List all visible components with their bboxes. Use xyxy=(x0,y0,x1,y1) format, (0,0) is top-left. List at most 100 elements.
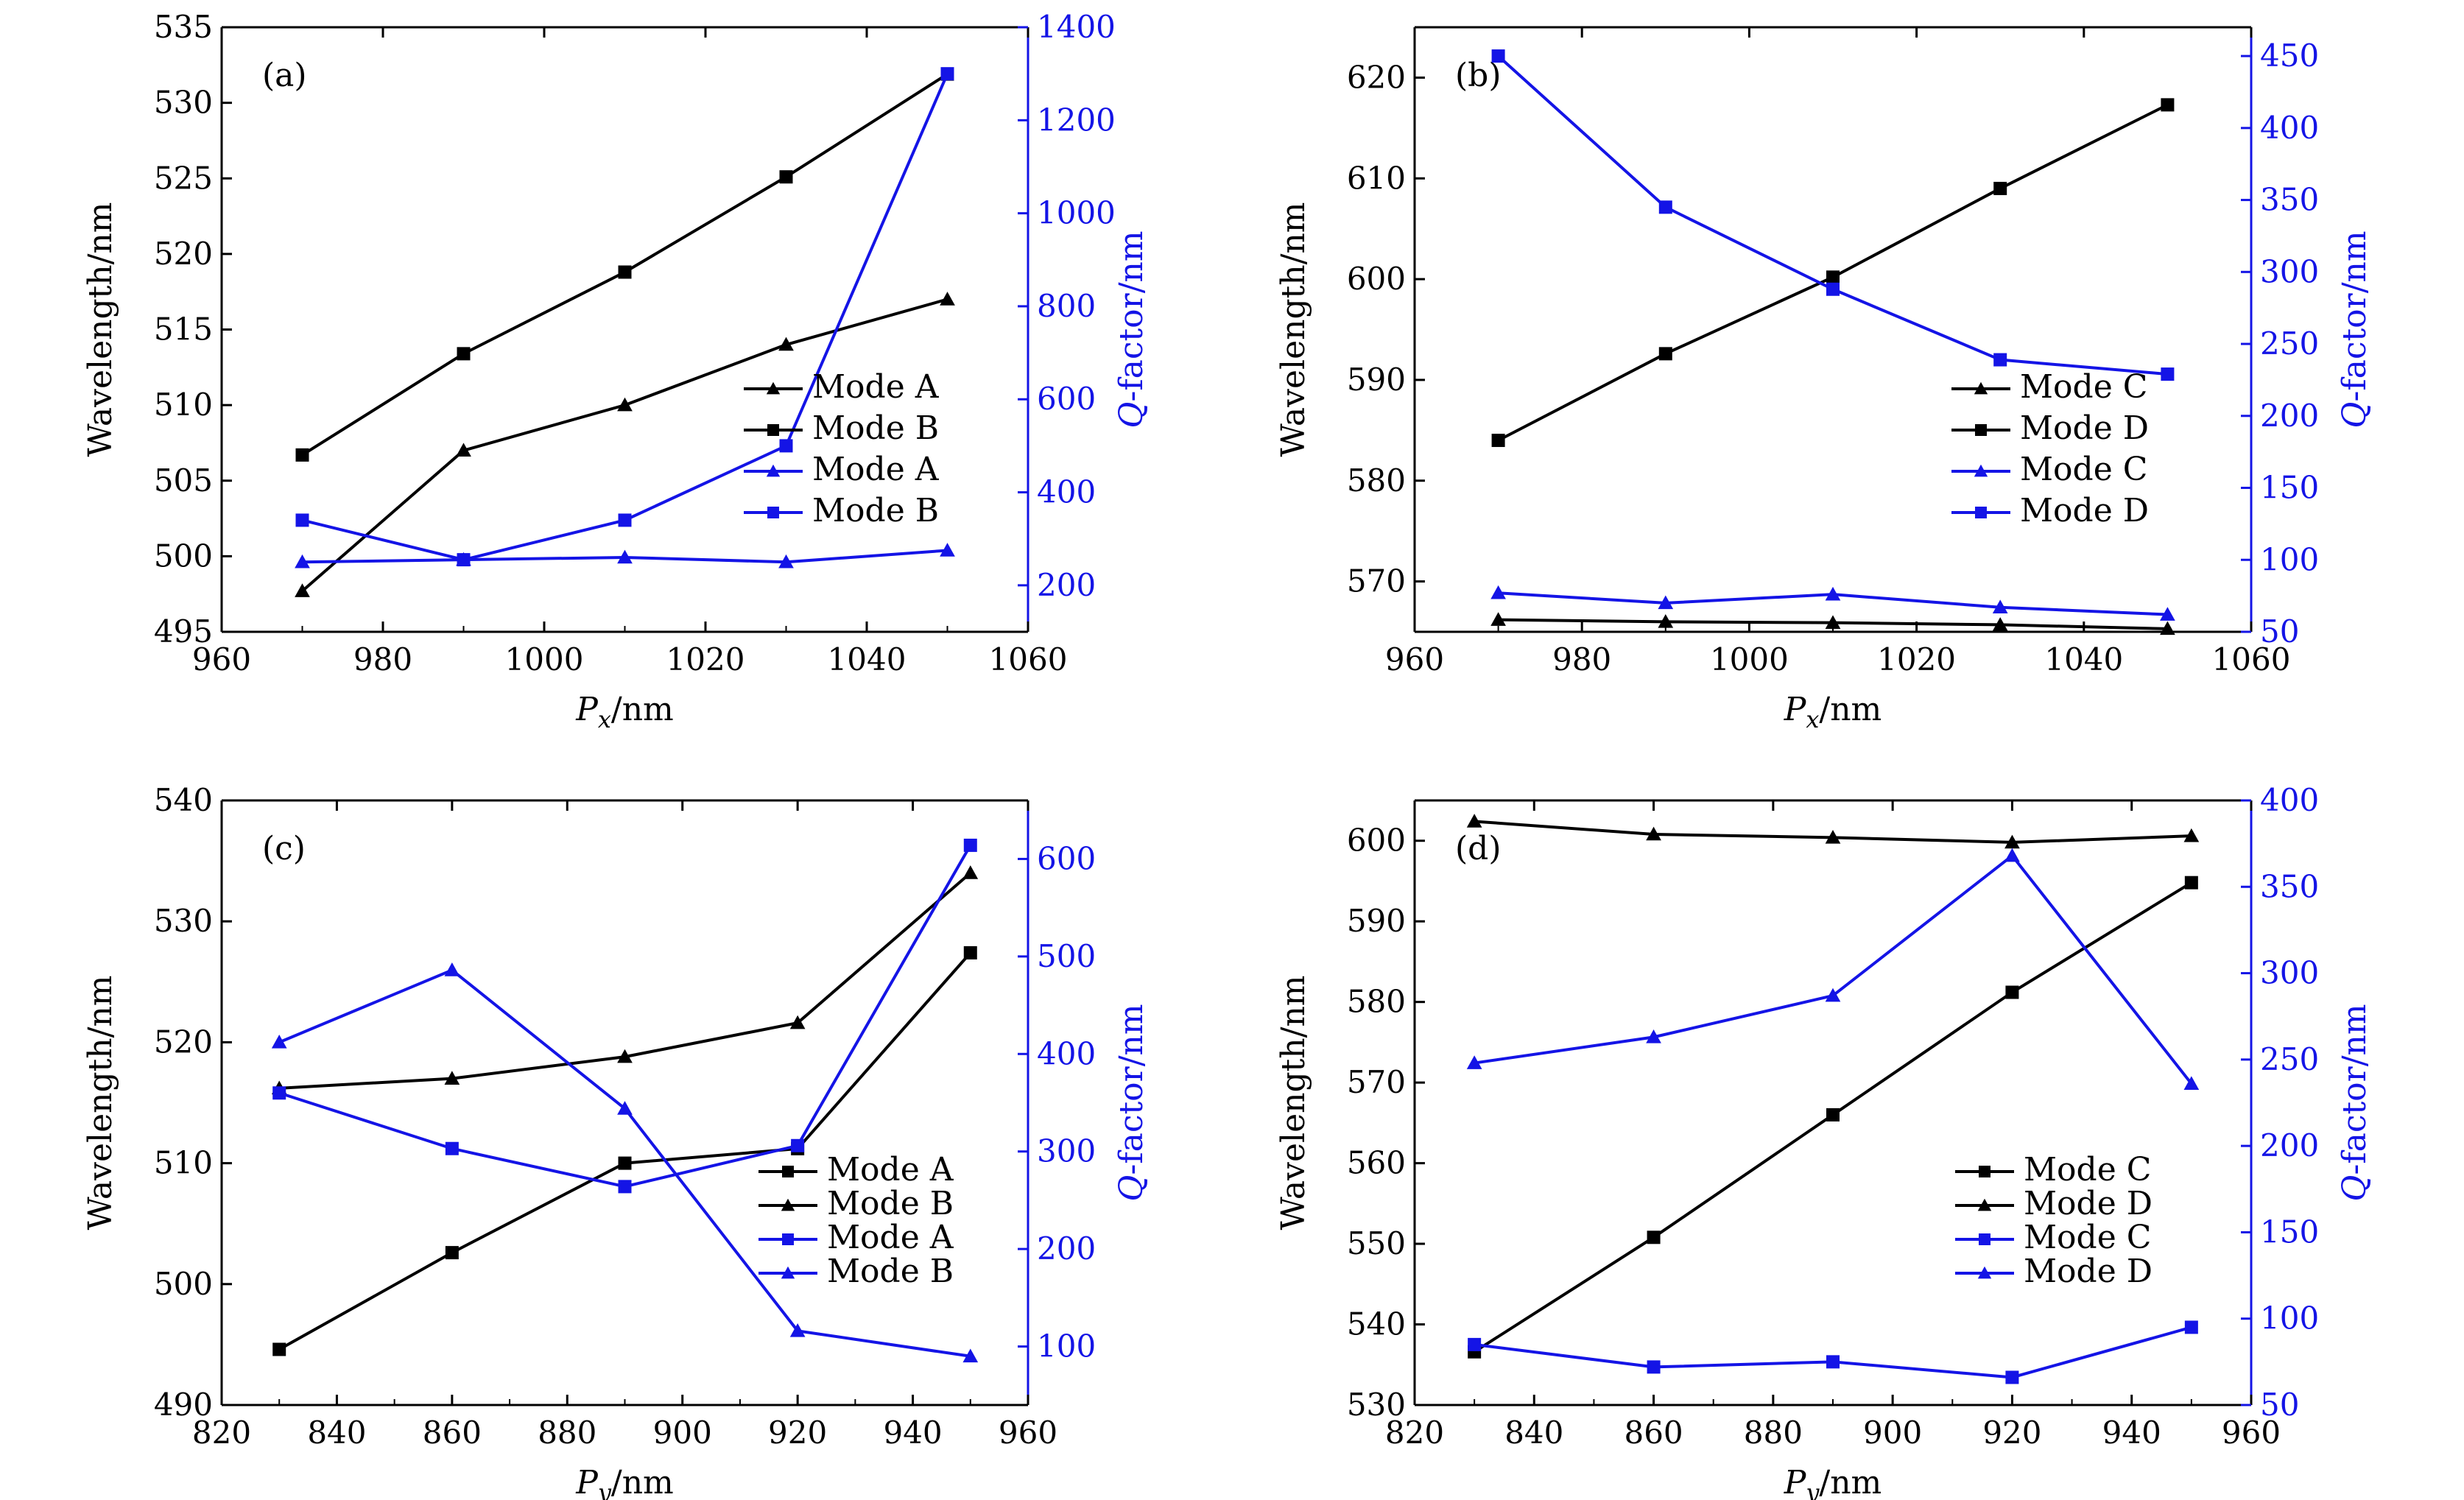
y-tick-label: 500 xyxy=(154,538,213,574)
data-point xyxy=(1993,181,2007,195)
y2-tick-label: 1000 xyxy=(1037,195,1116,231)
y2-tick-label: 100 xyxy=(2260,541,2319,577)
y-tick-label: 570 xyxy=(1347,1064,1406,1100)
data-point xyxy=(2004,834,2020,849)
y-tick-label: 520 xyxy=(154,1024,213,1060)
legend-label: Mode A xyxy=(827,1151,954,1189)
y-tick-label: 560 xyxy=(1347,1145,1406,1181)
y2-axis-label-q: Q xyxy=(2336,402,2373,429)
x-axis-label-base: P xyxy=(575,691,599,728)
data-point xyxy=(1466,1055,1482,1069)
x-tick-label: 840 xyxy=(307,1415,366,1451)
y-tick-label: 580 xyxy=(1347,984,1406,1020)
x-tick-label: 840 xyxy=(1504,1415,1563,1451)
y-tick-label: 490 xyxy=(154,1387,213,1423)
y2-axis-label-q: Q xyxy=(1113,402,1150,429)
y-tick-label: 520 xyxy=(154,236,213,272)
legend-label: Mode C xyxy=(2020,451,2147,488)
data-point xyxy=(445,1246,459,1260)
y-axis-label: Wavelength/nm xyxy=(1275,975,1312,1230)
data-point xyxy=(1825,987,1841,1002)
data-point xyxy=(295,513,309,527)
x-tick-label: 940 xyxy=(883,1415,942,1451)
data-point xyxy=(940,67,954,81)
data-point xyxy=(1993,353,2007,367)
legend-marker xyxy=(766,381,781,395)
y2-tick-label: 300 xyxy=(1037,1133,1096,1169)
data-point xyxy=(789,1015,806,1029)
data-point xyxy=(940,543,955,557)
x-axis-label: Px/nm xyxy=(575,691,674,733)
data-point xyxy=(457,553,471,567)
data-point xyxy=(2161,367,2175,381)
series-line-4 xyxy=(1474,853,2193,1085)
data-point xyxy=(445,1141,459,1155)
y2-tick-label: 100 xyxy=(2260,1300,2319,1337)
legend-marker xyxy=(781,1198,795,1211)
data-point xyxy=(618,513,632,527)
y2-tick-label: 50 xyxy=(2260,613,2299,649)
y-axis-label: Wavelength/nm xyxy=(82,202,119,457)
y-tick-label: 510 xyxy=(154,1145,213,1181)
y-tick-label: 505 xyxy=(154,462,213,499)
data-point xyxy=(1658,200,1672,214)
data-point xyxy=(272,1342,286,1356)
y2-axis-label-rest: -factor/nm xyxy=(1113,230,1150,401)
panel-label: (b) xyxy=(1455,57,1502,94)
chart-panel-3: 820 840 860 880 900 920 940 960 490 500 510 520 530 5… xyxy=(82,782,1150,1500)
legend-label: Mode A xyxy=(812,368,940,406)
y-tick-label: 590 xyxy=(1347,362,1406,398)
x-tick-label: 960 xyxy=(1385,641,1444,677)
data-point xyxy=(2005,985,2019,999)
data-point xyxy=(618,265,632,279)
legend-marker xyxy=(766,464,781,477)
data-point xyxy=(1646,826,1661,841)
y2-tick-label: 50 xyxy=(2260,1387,2299,1423)
y-tick-label: 550 xyxy=(1347,1225,1406,1261)
y2-axis-label-rest: -factor/nm xyxy=(1113,1004,1150,1175)
y-tick-label: 580 xyxy=(1347,462,1406,499)
data-point xyxy=(272,1086,286,1100)
x-tick-label: 820 xyxy=(192,1415,251,1451)
y-tick-label: 620 xyxy=(1347,59,1406,95)
y2-tick-label: 400 xyxy=(1037,474,1096,510)
x-axis-label-sub: y xyxy=(1804,1479,1820,1500)
x-tick-label: 900 xyxy=(1863,1415,1922,1451)
x-axis-label-unit: /nm xyxy=(1819,691,1882,728)
y2-tick-label: 400 xyxy=(2260,110,2319,146)
x-axis-label: Px/nm xyxy=(1784,691,1882,733)
y2-tick-label: 200 xyxy=(2260,398,2319,434)
data-point xyxy=(778,554,794,568)
y2-tick-label: 100 xyxy=(1037,1328,1096,1365)
legend-label: Mode D xyxy=(2020,409,2149,447)
panel-label: (d) xyxy=(1455,830,1502,867)
data-point xyxy=(1658,347,1672,361)
data-point xyxy=(963,838,977,852)
x-tick-label: 960 xyxy=(192,641,251,677)
data-point xyxy=(1646,1029,1661,1043)
y-tick-label: 515 xyxy=(154,311,213,348)
y-tick-label: 535 xyxy=(154,9,213,45)
x-axis-label-base: P xyxy=(1784,1464,1807,1500)
y2-tick-label: 500 xyxy=(1037,938,1096,974)
x-tick-label: 980 xyxy=(353,641,412,677)
data-point xyxy=(1992,617,2008,631)
data-point xyxy=(963,946,977,959)
data-point xyxy=(1647,1230,1661,1244)
legend-marker xyxy=(767,507,779,518)
legend-marker xyxy=(781,1266,795,1279)
data-point xyxy=(1490,585,1506,599)
x-tick-label: 860 xyxy=(1624,1415,1683,1451)
data-point xyxy=(2004,848,2020,862)
data-point xyxy=(962,1348,979,1363)
data-point xyxy=(617,397,633,412)
y2-axis-label: Q-factor/nm xyxy=(2336,230,2373,428)
x-tick-label: 1000 xyxy=(505,641,584,677)
data-point xyxy=(1826,270,1840,284)
legend-label: Mode B xyxy=(812,409,939,447)
data-point xyxy=(2160,607,2175,621)
data-point xyxy=(962,865,979,879)
data-point xyxy=(1468,1337,1482,1351)
y-tick-label: 510 xyxy=(154,387,213,423)
